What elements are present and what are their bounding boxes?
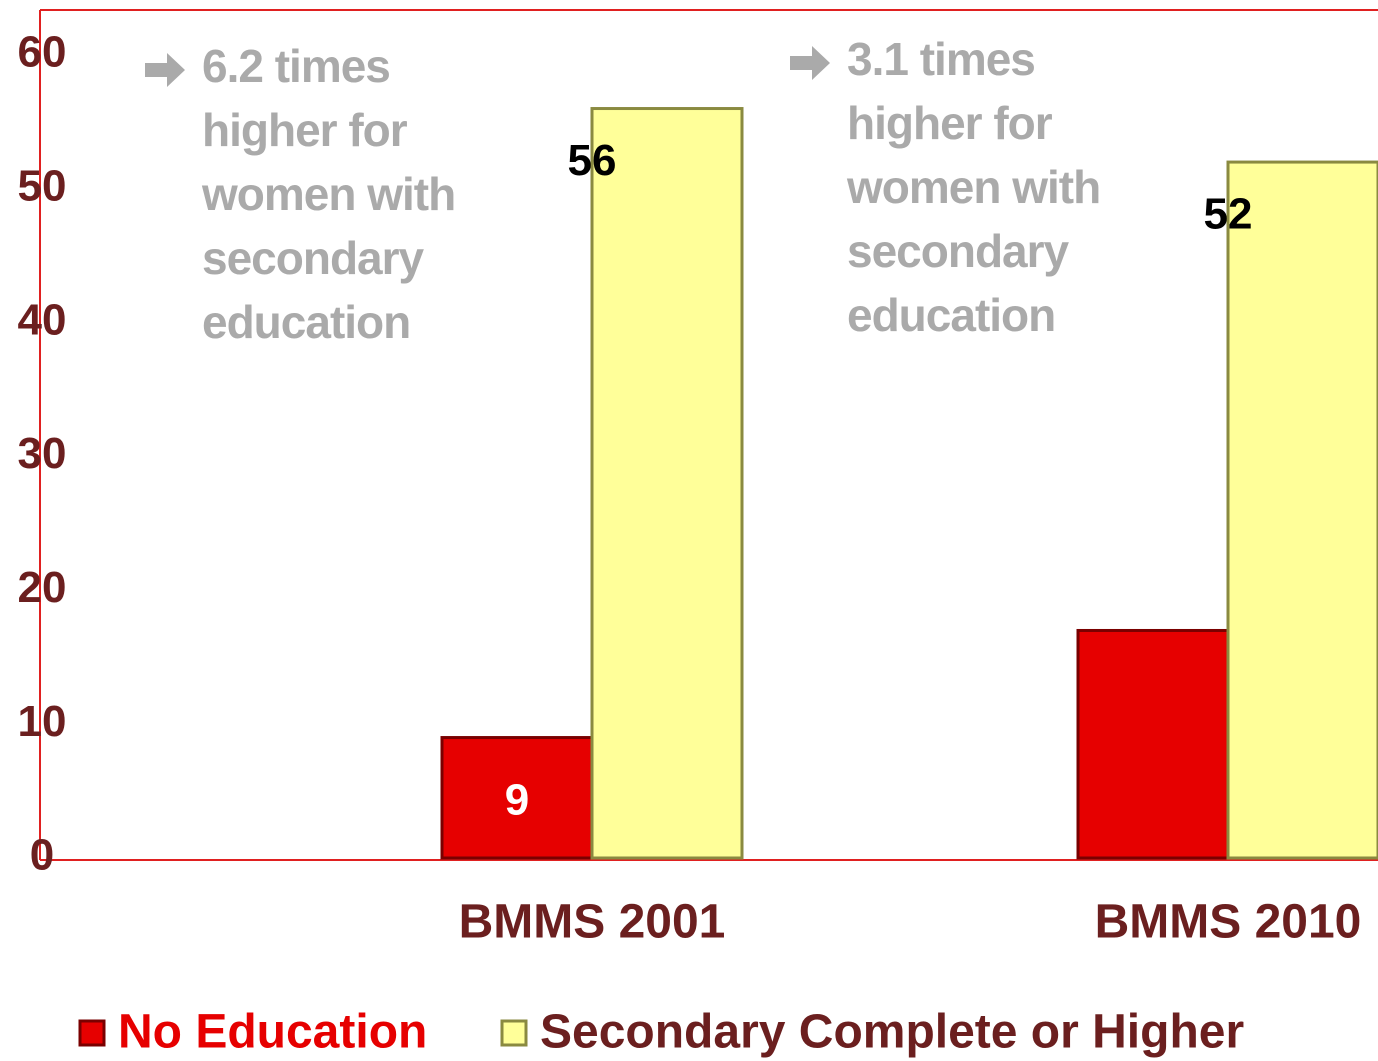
bar: [1076, 628, 1230, 860]
arrow-icon: [145, 53, 185, 87]
y-tick-label: 50: [18, 161, 67, 210]
data-label: 56: [568, 136, 617, 185]
annotation-text: 6.2 times: [202, 40, 390, 92]
legend-label: No Education: [118, 1006, 427, 1059]
annotation-text: secondary: [202, 232, 425, 284]
annotation-text: secondary: [847, 225, 1070, 277]
bar: [590, 107, 744, 860]
x-tick-label: BMMS 2010: [1095, 896, 1362, 949]
y-tick-label: 30: [18, 429, 67, 478]
data-label: 52: [1204, 190, 1253, 239]
annotation-text: education: [847, 289, 1055, 341]
bar: [440, 736, 594, 860]
legend-swatch: [78, 1019, 106, 1047]
annotation-text: higher for: [202, 104, 408, 156]
annotation-text: women with: [201, 168, 455, 220]
y-tick-label: 0: [30, 831, 54, 880]
legend-label: Secondary Complete or Higher: [540, 1006, 1244, 1059]
annotation-text: education: [202, 296, 410, 348]
y-tick-label: 10: [18, 697, 67, 746]
x-tick-label: BMMS 2001: [459, 896, 726, 949]
y-tick-label: 60: [18, 28, 67, 77]
bar: [1226, 160, 1378, 860]
annotation-text: higher for: [847, 97, 1053, 149]
data-label: 9: [505, 775, 529, 824]
annotation-text: women with: [846, 161, 1100, 213]
annotation-text: 3.1 times: [847, 33, 1035, 85]
y-tick-label: 20: [18, 563, 67, 612]
y-tick-label: 40: [18, 295, 67, 344]
legend-swatch: [500, 1019, 528, 1047]
arrow-icon: [790, 46, 830, 80]
